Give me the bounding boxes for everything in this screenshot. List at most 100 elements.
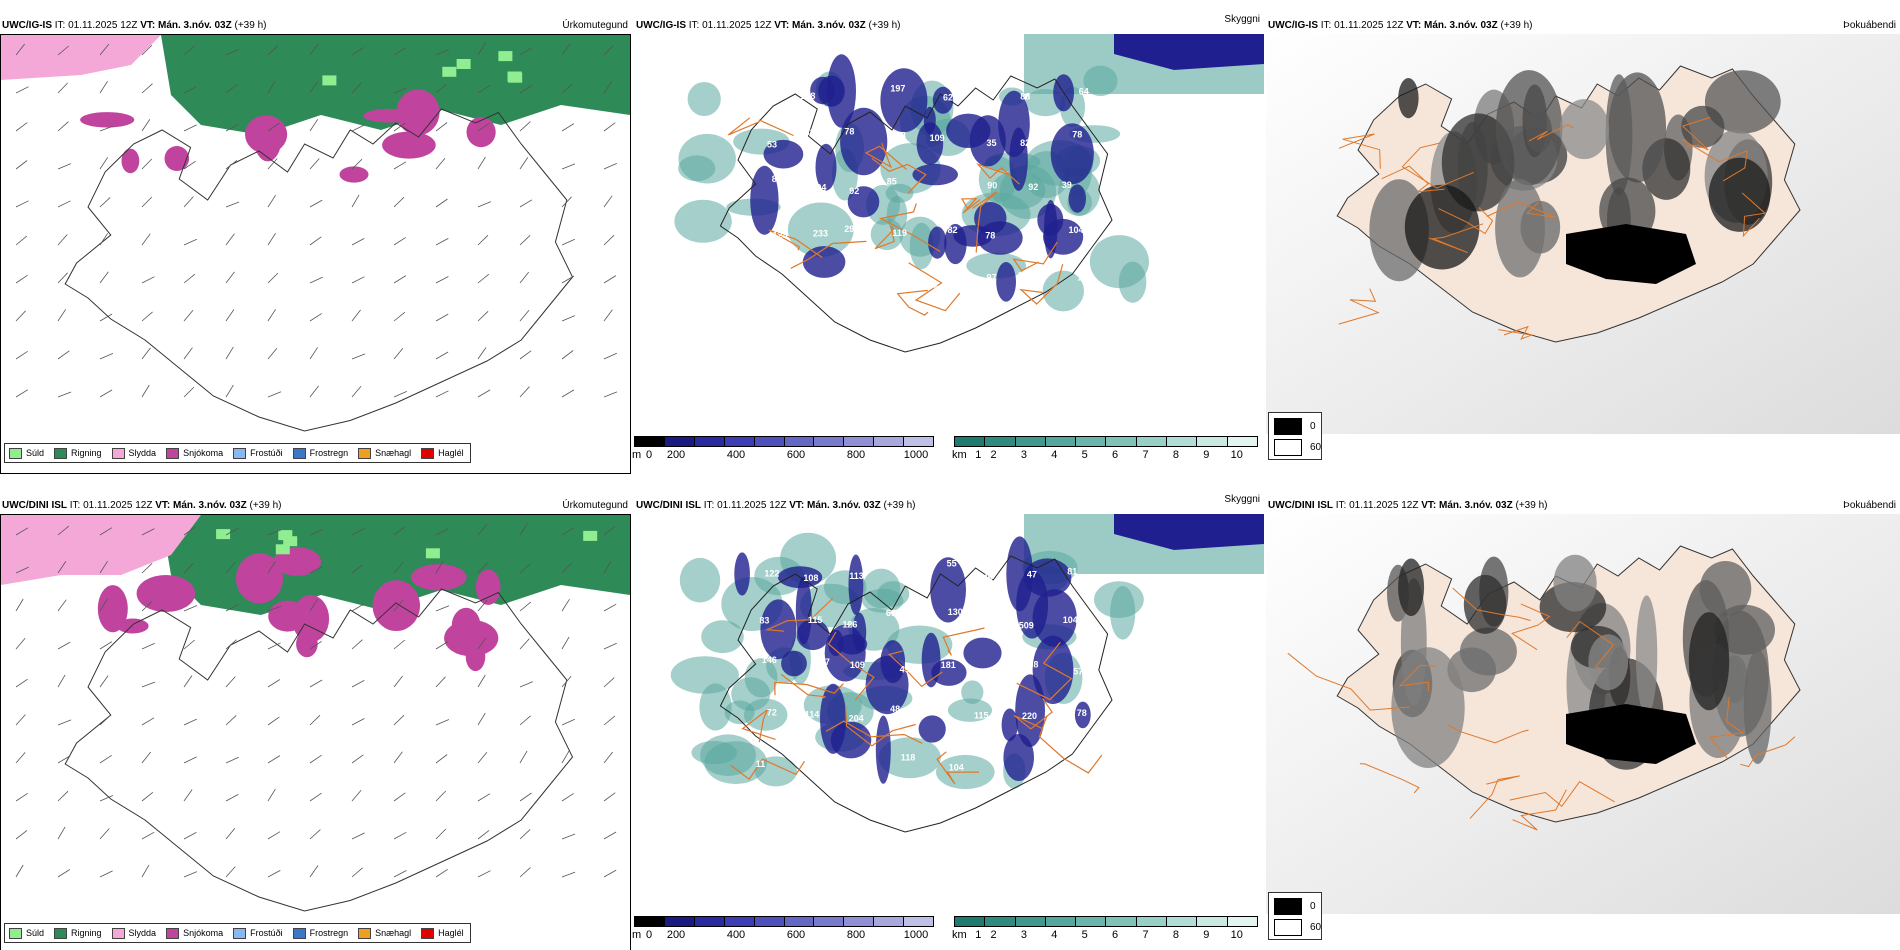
- wind-barb: [99, 675, 109, 688]
- wind-barb: [351, 790, 362, 802]
- drizzle-cell: [442, 66, 457, 77]
- road-network: [1287, 587, 1796, 831]
- road: [1398, 664, 1436, 692]
- wind-barb: [561, 871, 576, 878]
- snow-cell: [363, 109, 417, 123]
- colorbar-cell: [724, 917, 755, 926]
- wind-barb: [561, 793, 574, 802]
- wind-barb: [225, 562, 236, 574]
- wind-barb: [267, 122, 280, 132]
- wind-barb: [519, 310, 530, 322]
- visibility-km-cell: [961, 680, 984, 704]
- wind-barb: [57, 45, 69, 56]
- visibility-m-cell: [847, 186, 880, 218]
- wind-barb: [57, 719, 72, 726]
- wind-barb: [435, 238, 449, 246]
- visibility-label: 49: [900, 664, 910, 674]
- wind-barb: [225, 676, 236, 688]
- visibility-km-cell: [678, 155, 716, 182]
- visibility-km-cell: [878, 737, 941, 779]
- visibility-km-cell: [701, 620, 744, 654]
- wind-barb: [15, 200, 29, 208]
- fog-cell: [1404, 184, 1480, 270]
- vt-label: VT:: [789, 500, 805, 511]
- fog-cell: [1743, 649, 1772, 764]
- visibility-label: 109: [850, 660, 865, 670]
- colorbar-cell: [814, 917, 845, 926]
- wind-barb: [309, 236, 322, 246]
- road: [1429, 223, 1484, 254]
- wind-barb: [57, 82, 68, 94]
- precip-legend-label: Snjókoma: [183, 928, 224, 938]
- wind-barb: [99, 598, 108, 612]
- visibility-m-cell: [977, 221, 1023, 255]
- wind-barb: [477, 234, 489, 246]
- precip-legend: Súld Rigning Slydda Snjókoma Frostúði Frostre…: [4, 443, 471, 463]
- road: [1681, 116, 1711, 151]
- wind-barb: [57, 790, 69, 802]
- visibility-label: 78: [844, 127, 854, 137]
- road: [871, 157, 927, 194]
- wind-barb: [141, 311, 153, 322]
- visibility-label: 97: [934, 284, 944, 294]
- visibility-m-cell: [824, 624, 866, 682]
- wind-barb: [183, 310, 194, 322]
- wind-barb: [561, 123, 575, 132]
- wind-barb: [477, 273, 490, 284]
- road: [1740, 736, 1796, 768]
- wind-barb: [225, 201, 240, 208]
- wind-barb: [225, 233, 235, 246]
- fog-cell: [1714, 604, 1775, 655]
- wind-barb: [57, 674, 66, 688]
- visibility-label: 92: [849, 186, 859, 196]
- wind-barb: [309, 679, 323, 688]
- road: [874, 225, 895, 250]
- wind-barb: [561, 350, 574, 360]
- colorbar-tick-label: 6: [1112, 449, 1119, 461]
- panel-header: UWC/IG-IS IT: 01.11.2025 12Z VT: Mán. 3.…: [1268, 19, 1898, 33]
- fog-legend-high-label: 60: [1310, 922, 1322, 933]
- wind-barb: [15, 566, 29, 574]
- wind-barb: [393, 391, 407, 398]
- visibility-m-cell: [818, 75, 845, 107]
- colorbar-tick-label: 400: [726, 449, 746, 461]
- precip-legend-swatch: [421, 927, 435, 939]
- drizzle-cell: [498, 51, 513, 62]
- colorbar-cell: [694, 437, 725, 446]
- wind-barb: [477, 870, 491, 878]
- wind-barb: [183, 124, 197, 132]
- visibility-m-cell: [916, 122, 944, 165]
- wind-barb: [309, 276, 323, 284]
- road: [896, 289, 929, 316]
- wind-barb: [519, 750, 528, 764]
- colorbar-tick-label: 5: [1081, 449, 1088, 461]
- precip-legend-label: Snjókoma: [183, 448, 224, 458]
- wind-barb: [99, 389, 113, 398]
- precip-legend-item: Frostregn: [292, 927, 348, 939]
- fog-cell: [1559, 99, 1610, 160]
- wind-barb: [435, 528, 449, 536]
- drizzle-cell: [456, 59, 471, 69]
- wind-barb: [267, 232, 276, 246]
- snow-cell: [164, 146, 190, 171]
- field-name: Úrkomutegund: [562, 500, 628, 511]
- wind-barb: [477, 674, 486, 688]
- visibility-label: 118: [901, 753, 916, 763]
- wind-barb: [99, 125, 114, 132]
- visibility-map-svg: 79 108 177 197 62 82 88 64 53 81 78 58 109 35 82 78 84 94…: [674, 34, 1264, 353]
- wind-barb: [15, 310, 26, 322]
- fog-legend-high: 60: [1274, 439, 1321, 456]
- wind-barb: [267, 309, 276, 322]
- wind-barb: [141, 601, 153, 612]
- model-name: UWC/IG-IS: [2, 20, 52, 31]
- wind-barb: [267, 272, 279, 284]
- visibility-m-cell: [996, 262, 1016, 302]
- colorbar-m-ticks: m 0 200 400 600 800 1000: [632, 447, 934, 461]
- fog-swatch-high: [1274, 919, 1302, 936]
- colorbar-tick-label: 0: [645, 929, 653, 941]
- visibility-km-cell: [862, 588, 904, 613]
- visibility-scale-m: m 0 200 400 600 800 1000: [632, 436, 934, 472]
- colorbar-cell: [985, 437, 1016, 446]
- visibility-m-cell: [1050, 123, 1094, 185]
- road: [774, 681, 844, 696]
